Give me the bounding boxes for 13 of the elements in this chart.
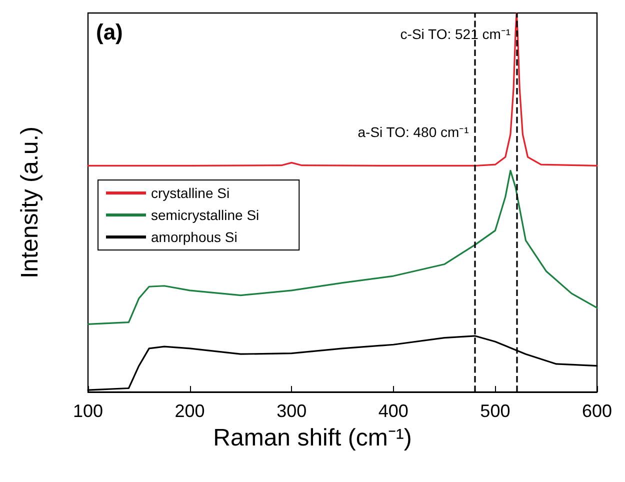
x-tick-label: 300 [276, 401, 307, 421]
x-tick-label: 100 [72, 401, 104, 421]
x-axis-title: Raman shift (cm⁻¹) [213, 424, 412, 452]
y-axis-title: Intensity (a.u.) [16, 126, 44, 279]
x-tick-label: 200 [174, 401, 205, 421]
x-tick-label: 400 [378, 401, 408, 421]
legend-label: crystalline Si [151, 185, 230, 201]
x-tick-label: 500 [480, 401, 510, 421]
annotation: (a) [96, 20, 123, 44]
ref-line-label: a-Si TO: 480 cm⁻¹ [358, 124, 470, 140]
x-tick-label: 600 [582, 401, 612, 421]
legend-label: semicrystalline Si [151, 207, 260, 223]
legend-label: amorphous Si [151, 229, 238, 245]
